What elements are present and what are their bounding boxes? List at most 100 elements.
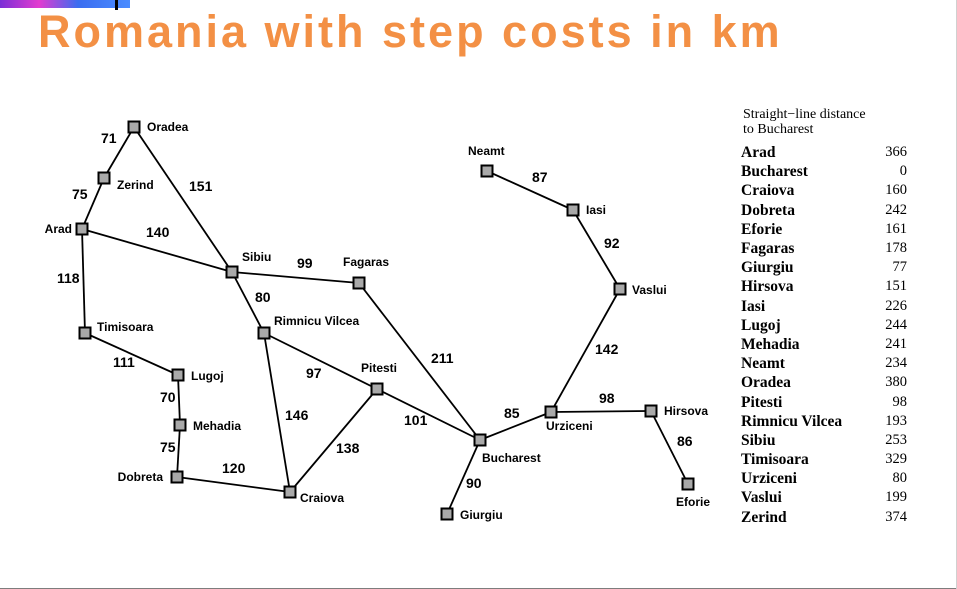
- distance-row: Zerind 374: [741, 508, 907, 527]
- distance-value: 151: [885, 278, 907, 295]
- distance-city: Eforie: [741, 220, 783, 238]
- distance-city: Vaslui: [741, 489, 782, 507]
- distance-row: Sibiu 253: [741, 431, 907, 450]
- distance-row: Iasi 226: [741, 297, 907, 316]
- distance-city: Giurgiu: [741, 259, 794, 277]
- road-bucharest-urziceni: [479, 411, 552, 441]
- city-label-urziceni: Urziceni: [546, 419, 593, 433]
- distance-value: 241: [885, 335, 907, 352]
- road-cost-dobreta-craiova: 120: [222, 460, 246, 476]
- road-timisoara-lugoj: [84, 332, 179, 376]
- distance-value: 244: [885, 316, 907, 333]
- road-dobreta-craiova: [176, 476, 291, 493]
- road-cost-timisoara-lugoj: 111: [113, 354, 135, 370]
- distance-city: Oradea: [741, 374, 791, 392]
- distance-row: Craiova 160: [741, 181, 907, 200]
- city-node-rimnicu: [257, 326, 271, 340]
- road-cost-urziceni-hirsova: 98: [599, 390, 615, 406]
- city-label-timisoara: Timisoara: [97, 320, 154, 334]
- city-label-vaslui: Vaslui: [632, 283, 667, 297]
- corner-tick-mark: [115, 0, 118, 10]
- road-urziceni-hirsova: [550, 410, 652, 413]
- city-node-giurgiu: [440, 507, 454, 521]
- road-hirsova-eforie: [650, 410, 689, 485]
- distance-row: Fagaras 178: [741, 239, 907, 258]
- distance-value: 374: [885, 508, 907, 525]
- distance-city: Arad: [741, 144, 776, 162]
- city-label-eforie: Eforie: [676, 495, 710, 509]
- straight-line-distance-table: Arad 366 Bucharest 0 Craiova 160 Dobreta 242 Efo…: [741, 143, 907, 527]
- city-label-oradea: Oradea: [147, 120, 189, 134]
- distance-city: Sibiu: [741, 431, 776, 449]
- road-cost-bucharest-giurgiu: 90: [466, 475, 482, 491]
- city-node-eforie: [681, 477, 695, 491]
- road-lugoj-mehadia: [177, 374, 181, 426]
- city-node-bucharest: [473, 433, 487, 447]
- road-cost-arad-sibiu: 140: [146, 224, 170, 240]
- distance-city: Bucharest: [741, 163, 808, 181]
- road-cost-bucharest-urziceni: 85: [504, 405, 520, 421]
- city-node-sibiu: [225, 265, 239, 279]
- distance-value: 366: [885, 144, 907, 161]
- city-label-lugoj: Lugoj: [191, 369, 224, 383]
- distance-row: Arad 366: [741, 143, 907, 162]
- straight-line-caption-line2: to Bucharest: [743, 122, 814, 137]
- straight-line-caption: Straight−line distance to Bucharest: [743, 107, 866, 137]
- road-cost-hirsova-eforie: 86: [677, 433, 693, 449]
- road-cost-urziceni-vaslui: 142: [595, 341, 619, 357]
- city-label-arad: Arad: [45, 222, 72, 236]
- city-node-hirsova: [644, 404, 658, 418]
- city-node-mehadia: [173, 418, 187, 432]
- city-label-rimnicu: Rimnicu Vilcea: [274, 314, 359, 328]
- road-pitesti-bucharest: [376, 388, 481, 441]
- distance-city: Urziceni: [741, 470, 797, 488]
- distance-value: 329: [885, 451, 907, 468]
- distance-city: Mehadia: [741, 335, 800, 353]
- road-cost-sibiu-fagaras: 99: [297, 255, 313, 271]
- distance-row: Timisoara 329: [741, 450, 907, 469]
- distance-value: 226: [885, 297, 907, 314]
- city-node-oradea: [127, 120, 141, 134]
- city-node-zerind: [97, 171, 111, 185]
- distance-city: Iasi: [741, 297, 766, 315]
- distance-value: 80: [892, 470, 908, 487]
- slide-title: Romania with step costs in km: [38, 6, 783, 57]
- city-label-dobreta: Dobreta: [118, 470, 164, 484]
- road-cost-fagaras-bucharest: 211: [431, 350, 454, 366]
- corner-accent-bar: [0, 0, 130, 8]
- road-urziceni-vaslui: [550, 288, 621, 413]
- distance-city: Hirsova: [741, 278, 794, 296]
- distance-city: Lugoj: [741, 316, 781, 334]
- distance-value: 199: [885, 489, 907, 506]
- city-node-lugoj: [171, 368, 185, 382]
- distance-value: 242: [885, 201, 907, 218]
- road-sibiu-fagaras: [231, 271, 360, 284]
- distance-value: 77: [892, 259, 908, 276]
- road-craiova-pitesti: [289, 388, 378, 493]
- distance-row: Rimnicu Vilcea 193: [741, 412, 907, 431]
- distance-city: Dobreta: [741, 201, 795, 219]
- distance-city: Fagaras: [741, 240, 795, 258]
- city-label-iasi: Iasi: [586, 203, 606, 217]
- city-node-pitesti: [370, 382, 384, 396]
- city-label-hirsova: Hirsova: [664, 404, 708, 418]
- road-oradea-sibiu: [133, 126, 233, 273]
- road-fagaras-bucharest: [358, 282, 481, 441]
- city-label-bucharest: Bucharest: [482, 451, 541, 465]
- city-node-urziceni: [544, 405, 558, 419]
- distance-city: Zerind: [741, 508, 787, 526]
- road-cost-sibiu-rimnicu: 80: [255, 289, 271, 305]
- city-label-giurgiu: Giurgiu: [460, 508, 503, 522]
- distance-row: Lugoj 244: [741, 316, 907, 335]
- road-cost-lugoj-mehadia: 70: [160, 389, 176, 405]
- straight-line-caption-line1: Straight−line distance: [743, 107, 866, 122]
- distance-row: Vaslui 199: [741, 488, 907, 507]
- road-arad-timisoara: [81, 228, 86, 334]
- distance-city: Craiova: [741, 182, 795, 200]
- city-label-sibiu: Sibiu: [242, 250, 271, 264]
- distance-value: 193: [885, 412, 907, 429]
- distance-row: Neamt 234: [741, 354, 907, 373]
- city-node-arad: [75, 222, 89, 236]
- distance-city: Pitesti: [741, 393, 783, 411]
- distance-value: 160: [885, 182, 907, 199]
